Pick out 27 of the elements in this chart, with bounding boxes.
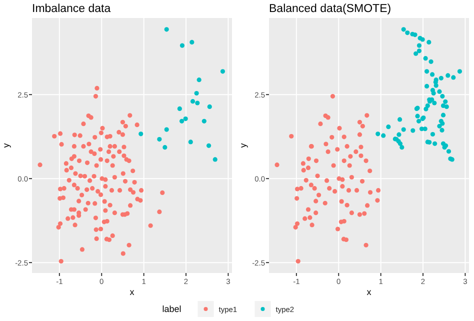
point [183, 116, 188, 122]
point [177, 106, 182, 112]
point [188, 140, 193, 144]
point [207, 104, 212, 109]
point [220, 69, 226, 74]
legend-title: label [162, 304, 182, 314]
point [157, 136, 162, 142]
chart-title: Imbalance data [32, 3, 112, 15]
chart-title: Balanced data(SMOTE) [269, 3, 392, 15]
point [196, 78, 202, 82]
point [164, 27, 169, 32]
point [179, 118, 184, 124]
point [162, 145, 168, 150]
y-axis-title: y [1, 142, 11, 148]
point [164, 127, 169, 132]
x-axis-title: x [130, 287, 135, 297]
point [190, 99, 196, 104]
point [190, 40, 194, 44]
point [194, 90, 199, 96]
point [202, 118, 206, 124]
point [180, 43, 185, 48]
point [212, 157, 218, 162]
x-axis-title: x [366, 287, 372, 297]
y-axis-title: y [238, 142, 248, 148]
point [138, 132, 144, 136]
point [206, 143, 212, 148]
point [195, 100, 200, 106]
